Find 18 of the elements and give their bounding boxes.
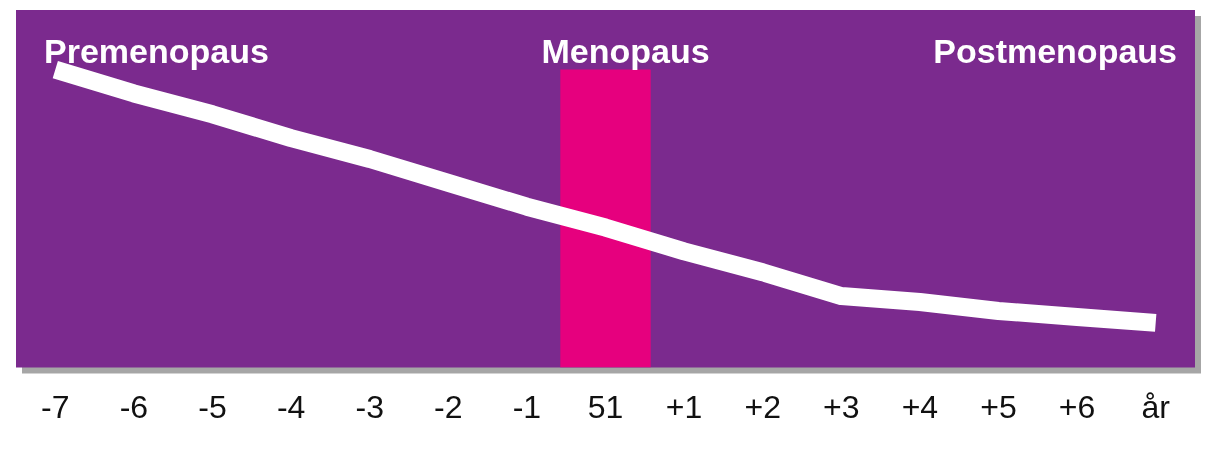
x-tick-label: +4: [901, 388, 939, 425]
annotation: Postmenopaus: [933, 32, 1177, 71]
x-tick-label: +6: [1058, 388, 1096, 425]
x-tick-label: år: [1141, 388, 1171, 425]
x-tick-label: -2: [434, 388, 463, 425]
x-tick-label: +5: [980, 388, 1017, 425]
x-tick-label: -5: [198, 388, 227, 425]
x-tick-label: +2: [744, 388, 781, 425]
x-tick-label: -4: [276, 388, 306, 425]
x-tick-label: +1: [665, 388, 703, 425]
x-tick-label: -7: [41, 388, 70, 425]
x-tick-label: 51: [587, 388, 624, 425]
x-tick-label: +3: [823, 388, 860, 425]
annotation: Menopaus: [541, 32, 710, 71]
x-tick-label: -1: [512, 388, 542, 425]
annotation: Premenopaus: [44, 32, 269, 71]
x-tick-label: -3: [355, 388, 384, 425]
x-tick-label: -6: [119, 388, 149, 425]
